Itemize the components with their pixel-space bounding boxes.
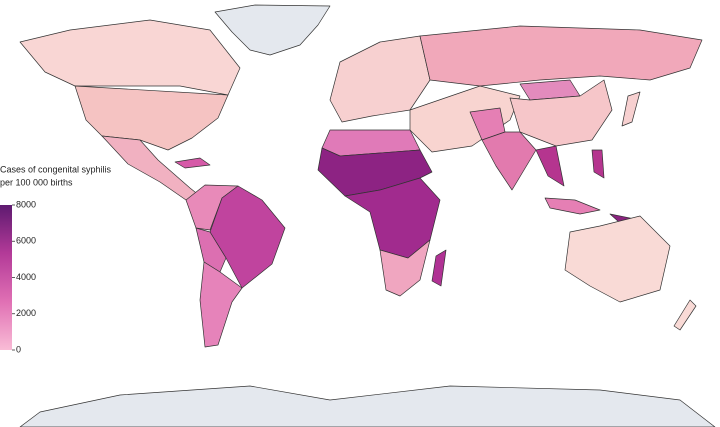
- tick-label: 8000: [16, 199, 36, 209]
- color-bar: [0, 205, 12, 350]
- tick-label: 4000: [16, 272, 36, 282]
- tick-label: 0: [16, 344, 21, 354]
- countries: [19, 4, 716, 427]
- tick-label: 2000: [16, 308, 36, 318]
- color-legend: Cases of congenital syphilis per 100 000…: [0, 164, 112, 354]
- legend-title: Cases of congenital syphilis: [0, 164, 112, 174]
- tick-label: 6000: [16, 236, 36, 246]
- legend-title: per 100 000 births: [0, 177, 73, 187]
